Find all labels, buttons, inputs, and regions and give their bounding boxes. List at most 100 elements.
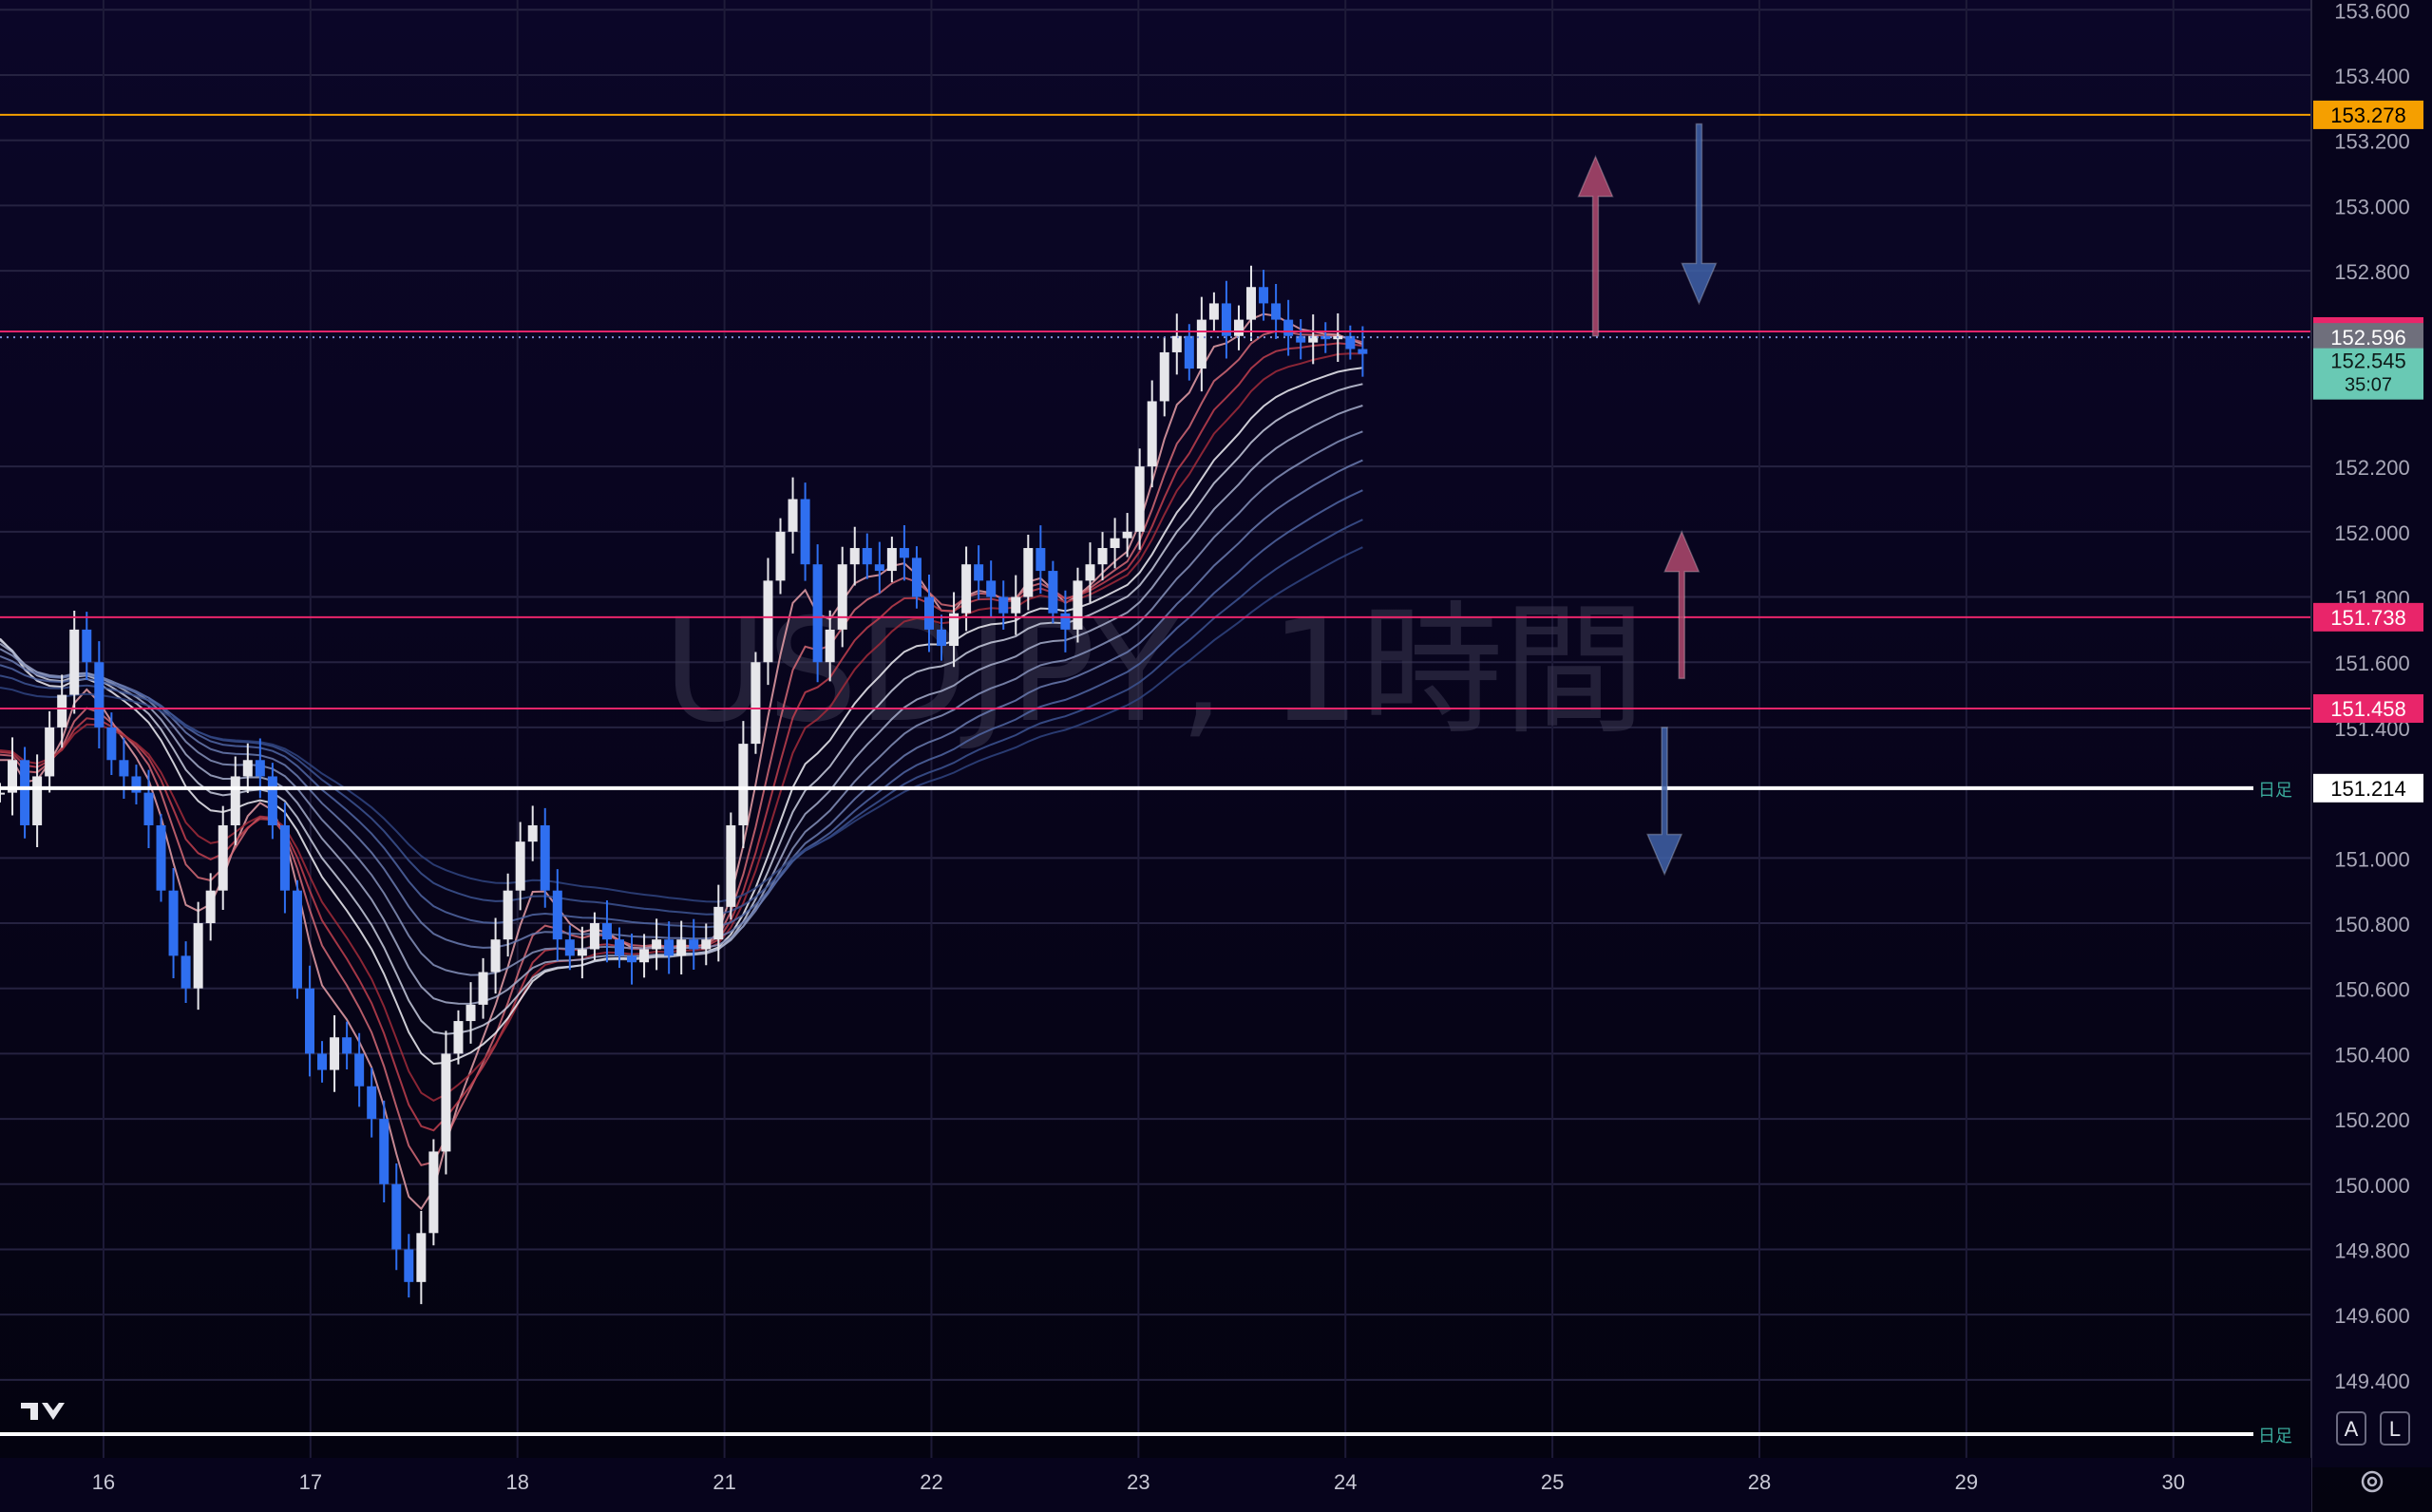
level-tag: 日足 (2258, 781, 2292, 800)
candle-body (949, 613, 960, 647)
candle-body (1171, 335, 1182, 352)
candle-body (837, 564, 847, 630)
countdown-label: 35:07 (2345, 375, 2392, 396)
candle-body (849, 548, 860, 565)
candle-body (503, 890, 513, 940)
x-tick-label: 28 (1748, 1470, 1771, 1494)
candle-body (404, 1249, 414, 1282)
candle-body (1246, 287, 1257, 320)
candle-body (490, 939, 501, 973)
candle-body (601, 923, 612, 940)
candle-body (614, 939, 624, 956)
arrow-down-icon (1681, 123, 1718, 306)
candle-body (317, 1053, 328, 1070)
candle-body (1122, 531, 1132, 539)
current-price-label: 152.596 (2330, 326, 2406, 350)
candle-body (1358, 349, 1368, 354)
log-scale-button[interactable]: L (2380, 1411, 2410, 1446)
x-tick-label: 21 (712, 1470, 735, 1494)
x-tick-label: 25 (1541, 1470, 1564, 1494)
y-tick-label: 153.600 (2334, 0, 2410, 23)
y-tick-label: 151.600 (2334, 652, 2410, 675)
x-tick-label: 24 (1334, 1470, 1357, 1494)
candle-body (577, 949, 587, 956)
settings-gear-icon[interactable] (2361, 1470, 2384, 1493)
candle-body (1208, 303, 1219, 320)
candle-body (1085, 564, 1095, 581)
candle-body (156, 824, 166, 891)
arrows[interactable] (1577, 123, 1718, 877)
candle-body (69, 629, 80, 695)
candle-body (750, 662, 761, 745)
candle-body (1147, 401, 1157, 467)
candle-body (94, 662, 104, 728)
candle-body (899, 548, 909, 558)
candle-body (106, 727, 117, 761)
candle-body (775, 531, 786, 581)
candle-body (1060, 613, 1071, 630)
auto-scale-label: A (2345, 1417, 2359, 1441)
y-tick-label: 149.800 (2334, 1238, 2410, 1262)
candle-body (279, 824, 290, 891)
y-tick-label: 153.000 (2334, 195, 2410, 218)
last-price-label: 152.545 (2330, 350, 2406, 373)
candle-body (1048, 571, 1058, 614)
candle-body (874, 564, 884, 572)
price-axis-panel[interactable] (2311, 0, 2432, 1467)
level-price-label: 151.214 (2330, 777, 2406, 801)
candle-body (937, 629, 947, 647)
arrow-up-icon (1577, 154, 1614, 337)
candle-body (1036, 548, 1046, 572)
candle-body (726, 824, 736, 907)
candle-body (1320, 335, 1331, 340)
candle-body (57, 694, 67, 728)
candle-body (701, 939, 712, 950)
candle-body (45, 727, 55, 777)
candle-body (911, 558, 922, 597)
candle-body (713, 906, 724, 940)
candle-body (1011, 596, 1021, 614)
candle-body (304, 988, 314, 1054)
current-price-label-bg (2313, 323, 2423, 352)
candle-body (330, 1037, 340, 1070)
candle-body (1259, 287, 1269, 304)
y-tick-label: 149.400 (2334, 1370, 2410, 1393)
candle-body (763, 580, 773, 663)
candle-body (205, 890, 216, 924)
candle-body (1283, 319, 1294, 336)
level-price-label-bg (2313, 694, 2423, 724)
candle-body (639, 949, 650, 963)
candle-body (466, 1004, 476, 1022)
candle-body (998, 596, 1009, 614)
candle-body (242, 760, 253, 777)
arrow-down-icon (1645, 727, 1683, 877)
candle-body (1073, 580, 1083, 630)
candle-body (193, 923, 203, 989)
candle-body (292, 890, 302, 989)
candle-body (441, 1053, 451, 1152)
price-axis: 153.600 153.400 153.200 153.000 152.800 152.2… (2334, 0, 2410, 1393)
candle-body (664, 939, 674, 956)
x-tick-label: 30 (2162, 1470, 2185, 1494)
candle-body (255, 760, 265, 777)
y-tick-label: 153.200 (2334, 130, 2410, 154)
auto-scale-button[interactable]: A (2336, 1411, 2366, 1446)
tradingview-logo[interactable] (21, 1403, 65, 1420)
candle-body (627, 955, 637, 963)
candle-body (267, 776, 277, 825)
candle-body (527, 824, 538, 842)
level-price-label-bg (2313, 100, 2423, 129)
candle-body (986, 580, 997, 597)
candle-body (32, 776, 43, 825)
candles (0, 265, 1368, 1305)
candle-body (342, 1037, 352, 1054)
time-axis-panel[interactable] (0, 1458, 2311, 1512)
candle-body (0, 792, 5, 795)
candle-body (540, 824, 550, 891)
candle-body (367, 1086, 377, 1120)
x-tick-label: 16 (92, 1470, 115, 1494)
level-price-label: 151.738 (2330, 606, 2406, 630)
candle-body (354, 1053, 365, 1087)
